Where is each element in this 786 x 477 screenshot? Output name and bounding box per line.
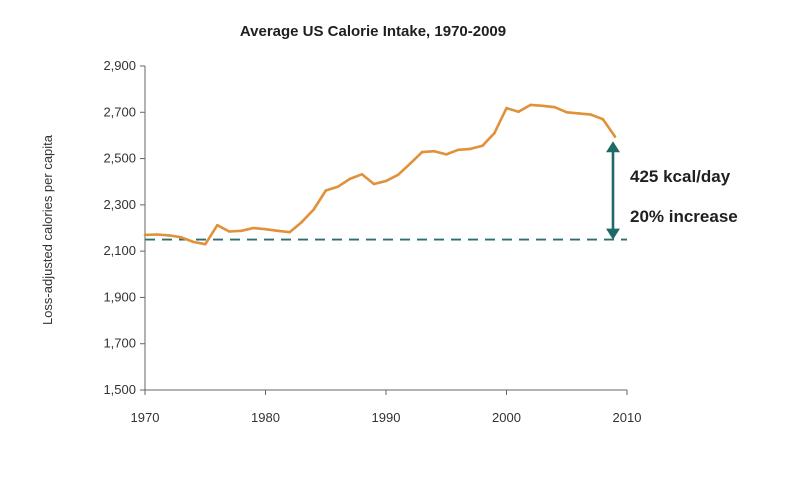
data-point (191, 240, 195, 244)
data-point (420, 150, 424, 154)
y-tick-label: 2,500 (103, 151, 136, 166)
data-point (155, 233, 159, 236)
data-point (613, 135, 617, 138)
x-tick-label: 2010 (613, 410, 642, 425)
data-point (408, 162, 412, 165)
y-tick-label: 2,100 (103, 243, 136, 258)
data-point (264, 227, 267, 231)
data-point (565, 111, 569, 114)
data-point (204, 242, 207, 246)
data-point (276, 229, 279, 233)
data-point (553, 105, 556, 109)
data-point (469, 147, 472, 151)
y-tick-group: 1,500 1,700 1,900 2,100 2,300 2,500 2,700 2,900 (103, 58, 145, 397)
arrow-head-bottom (606, 228, 620, 240)
data-point (601, 117, 605, 121)
data-point (324, 189, 328, 192)
data-point (216, 223, 219, 227)
y-tick-label: 2,300 (103, 197, 136, 212)
data-point (179, 236, 183, 239)
data-point (457, 148, 460, 152)
y-tick-label: 2,700 (103, 104, 136, 119)
data-point (143, 233, 147, 237)
data-point (384, 179, 388, 183)
x-tick-label: 1980 (251, 410, 280, 425)
y-axis-label: Loss-adjusted calories per capita (40, 134, 55, 325)
data-point (517, 110, 520, 114)
arrow-head-top (606, 141, 620, 153)
data-point (300, 220, 303, 224)
data-point (252, 226, 255, 230)
data-point (505, 106, 508, 110)
y-tick-label: 1,900 (103, 289, 136, 304)
data-point (167, 234, 171, 237)
increase-arrow (606, 141, 620, 240)
data-point (396, 173, 400, 177)
calorie-series-line (144, 103, 617, 246)
data-point (481, 144, 484, 148)
x-tick-label: 2000 (492, 410, 521, 425)
data-point (372, 182, 376, 186)
data-point (589, 113, 593, 116)
data-point (445, 153, 448, 156)
data-point (541, 104, 544, 108)
data-point (228, 230, 231, 233)
x-tick-label: 1970 (131, 410, 160, 425)
chart-title: Average US Calorie Intake, 1970-2009 (240, 23, 506, 40)
x-tick-group: 1970 1980 1990 2000 2010 (131, 390, 642, 425)
data-point (336, 185, 340, 189)
data-point (312, 208, 316, 211)
y-tick-label: 1,700 (103, 336, 136, 351)
y-tick-label: 2,900 (103, 58, 136, 73)
data-point (577, 112, 581, 115)
data-point-group (143, 103, 617, 246)
data-point (348, 177, 352, 181)
data-point (493, 131, 496, 135)
data-point (529, 103, 532, 107)
y-tick-label: 1,500 (103, 382, 136, 397)
data-point (360, 173, 364, 176)
annotation-percent: 20% increase (630, 207, 738, 226)
annotation-kcal: 425 kcal/day (630, 167, 731, 186)
data-point (432, 149, 436, 153)
x-tick-label: 1990 (372, 410, 401, 425)
data-point (240, 229, 243, 233)
data-point (288, 230, 291, 234)
